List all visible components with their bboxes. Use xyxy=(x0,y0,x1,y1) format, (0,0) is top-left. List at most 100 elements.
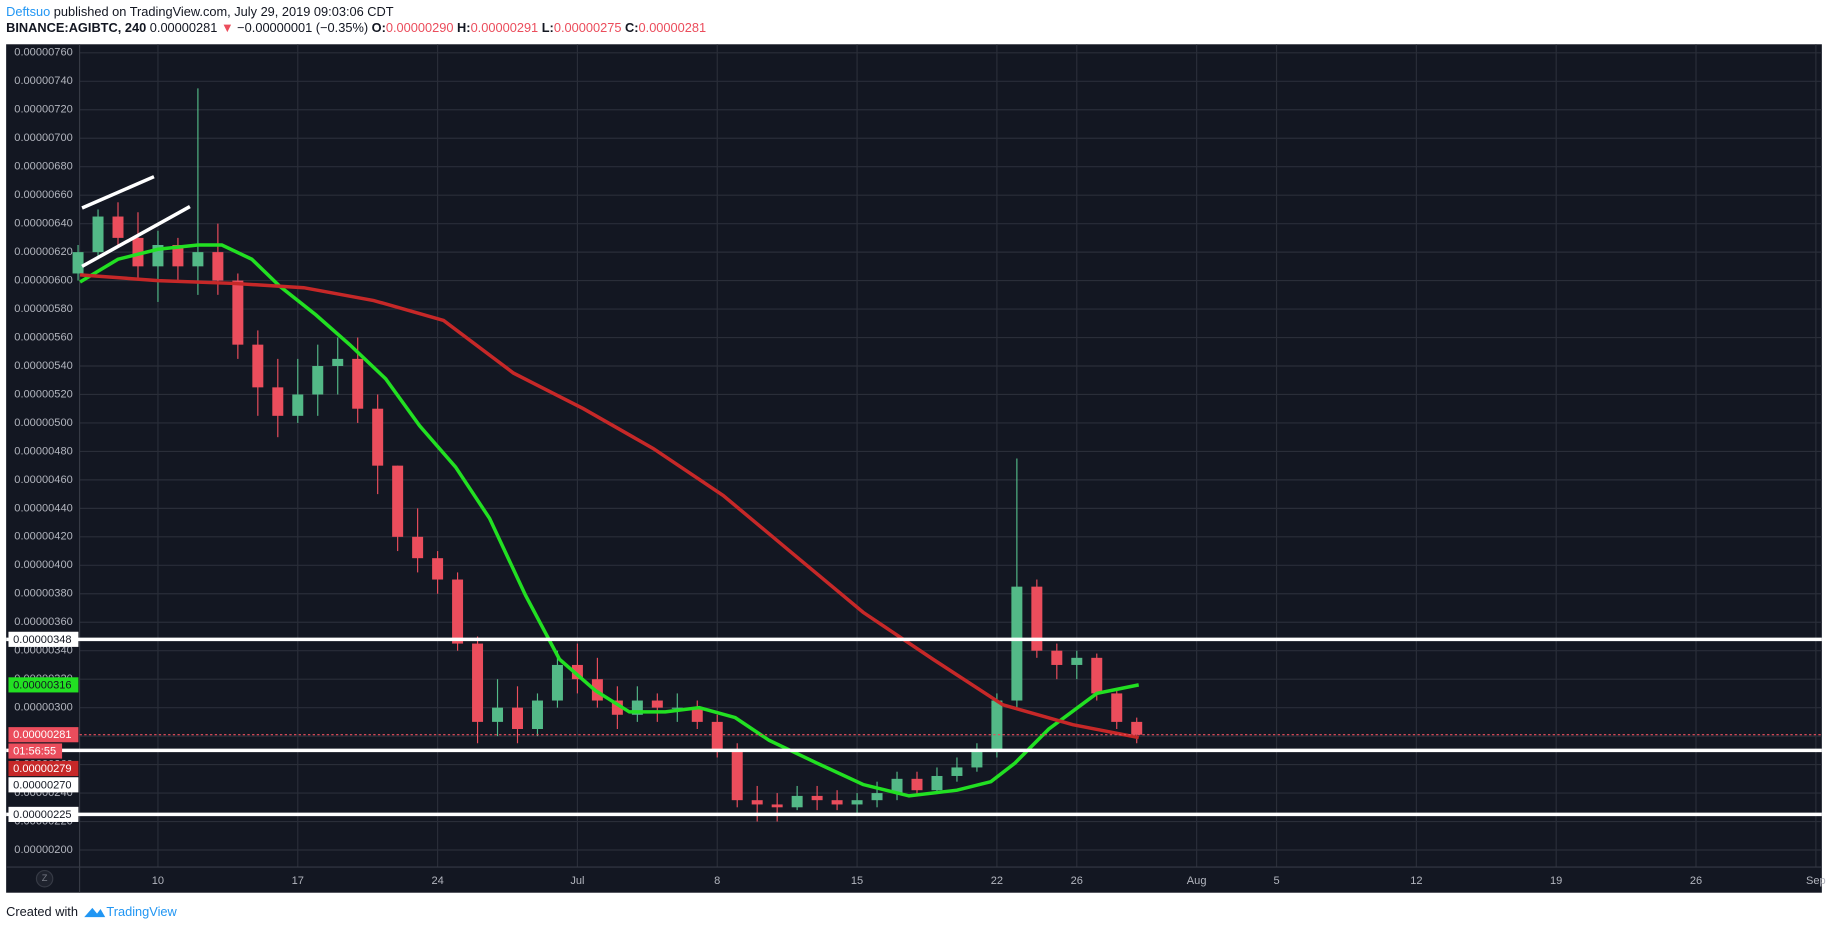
candle-body xyxy=(352,358,364,409)
y-tick-label: 0.00000680 xyxy=(14,161,72,173)
y-tick-label: 0.00000720 xyxy=(14,104,72,116)
candle-body xyxy=(731,750,743,801)
candle-body xyxy=(991,700,1003,751)
price-label-box xyxy=(8,727,79,743)
ma-label-box xyxy=(8,677,79,693)
hline-label: 0.00000270 xyxy=(13,779,71,791)
y-tick-label: 0.00000600 xyxy=(14,275,72,287)
x-tick-label: 15 xyxy=(851,875,863,887)
y-tick-label: 0.00000580 xyxy=(14,303,72,315)
candle-body xyxy=(1071,657,1083,665)
y-tick-label: 0.00000460 xyxy=(14,474,72,486)
y-tick-label: 0.00000740 xyxy=(14,75,72,87)
candle-body xyxy=(631,700,643,715)
candle-body xyxy=(531,700,543,730)
x-tick-label: 8 xyxy=(714,875,720,887)
y-tick-label: 0.00000480 xyxy=(14,445,72,457)
candle-body xyxy=(132,237,144,267)
x-tick-label: Sep xyxy=(1806,875,1826,887)
hline-label-box xyxy=(8,777,79,793)
candle-body xyxy=(392,465,404,537)
hline-label: 0.00000225 xyxy=(13,809,71,821)
y-tick-label: 0.00000240 xyxy=(14,787,72,799)
candle-body xyxy=(1131,721,1143,735)
y-tick-label: 0.00000440 xyxy=(14,502,72,514)
y-tick-label: 0.00000500 xyxy=(14,417,72,429)
candle-body xyxy=(1051,650,1063,665)
candle-body xyxy=(891,778,903,794)
ma-label: 0.00000279 xyxy=(13,763,71,775)
candle-body xyxy=(971,750,983,768)
z-label[interactable]: Z xyxy=(42,873,48,883)
header-line-2: BINANCE:AGIBTC, 240 0.00000281 ▼ −0.0000… xyxy=(6,21,706,36)
tradingview-logo xyxy=(84,907,106,918)
x-tick-label: 10 xyxy=(152,875,164,887)
x-tick-label: 5 xyxy=(1273,875,1279,887)
candle-body xyxy=(1031,586,1043,651)
y-tick-label: 0.00000200 xyxy=(14,844,72,856)
candle-body xyxy=(651,700,663,708)
l-val: 0.00000275 xyxy=(554,21,622,36)
y-tick-label: 0.00000700 xyxy=(14,132,72,144)
candle-body xyxy=(571,664,583,680)
arrow: ▼ xyxy=(221,21,234,36)
hline-label-box xyxy=(8,806,79,822)
x-tick-label: 26 xyxy=(1690,875,1702,887)
candle-body xyxy=(292,394,304,416)
y-tick-label: 0.00000380 xyxy=(14,588,72,600)
candle-body xyxy=(851,800,863,805)
x-tick-label: 19 xyxy=(1550,875,1562,887)
candle-body xyxy=(412,536,424,559)
candle-body xyxy=(472,643,484,722)
candle-body xyxy=(452,579,464,644)
l-key: L: xyxy=(542,21,554,36)
y-tick-label: 0.00000520 xyxy=(14,388,72,400)
candle-body xyxy=(931,775,943,791)
plot: 0.000002000.000002200.000002400.00000260… xyxy=(6,44,1826,893)
candle-body xyxy=(252,344,264,388)
last: 0.00000281 xyxy=(150,21,218,36)
ma-label: 0.00000316 xyxy=(13,679,71,691)
candle-body xyxy=(751,800,763,805)
z-button[interactable] xyxy=(35,869,54,888)
h-val: 0.00000291 xyxy=(471,21,539,36)
author[interactable]: Deftsuo xyxy=(6,4,50,19)
x-tick-label: 17 xyxy=(292,875,304,887)
candle-body xyxy=(492,707,504,722)
y-tick-label: 0.00000340 xyxy=(14,645,72,657)
x-tick-label: Jul xyxy=(570,875,584,887)
countdown: 01:56:55 xyxy=(13,746,56,758)
x-tick-label: 26 xyxy=(1071,875,1083,887)
hline-label: 0.00000348 xyxy=(13,634,71,646)
trendline xyxy=(81,175,155,210)
symbol: BINANCE:AGIBTC, 240 xyxy=(6,21,146,36)
y-tick-label: 0.00000400 xyxy=(14,559,72,571)
y-tick-label: 0.00000420 xyxy=(14,531,72,543)
candle-body xyxy=(112,216,124,238)
trendline xyxy=(81,205,191,268)
y-tick-label: 0.00000660 xyxy=(14,189,72,201)
x-tick-label: Aug xyxy=(1187,875,1207,887)
candle-body xyxy=(671,707,683,709)
y-tick-label: 0.00000760 xyxy=(14,47,72,59)
candle-body xyxy=(432,558,444,580)
candle-body xyxy=(172,245,184,267)
plot-background xyxy=(6,44,1822,893)
candle-body xyxy=(551,664,563,701)
footer-created: Created with xyxy=(6,904,78,919)
candle-body xyxy=(711,721,723,751)
candle-body xyxy=(372,408,384,466)
candle-body xyxy=(152,245,164,267)
candle-body xyxy=(831,800,843,805)
candle-body xyxy=(691,707,703,722)
candle-body xyxy=(72,252,84,274)
hline-label-box xyxy=(8,631,79,647)
published: published on TradingView.com, July 29, 2… xyxy=(54,4,394,19)
o-val: 0.00000290 xyxy=(386,21,454,36)
footer-brand[interactable]: TradingView xyxy=(106,904,177,919)
change: −0.00000001 (−0.35%) xyxy=(237,21,368,36)
moving-average xyxy=(79,243,1140,798)
c-val: 0.00000281 xyxy=(639,21,707,36)
candle-body xyxy=(1011,586,1023,701)
